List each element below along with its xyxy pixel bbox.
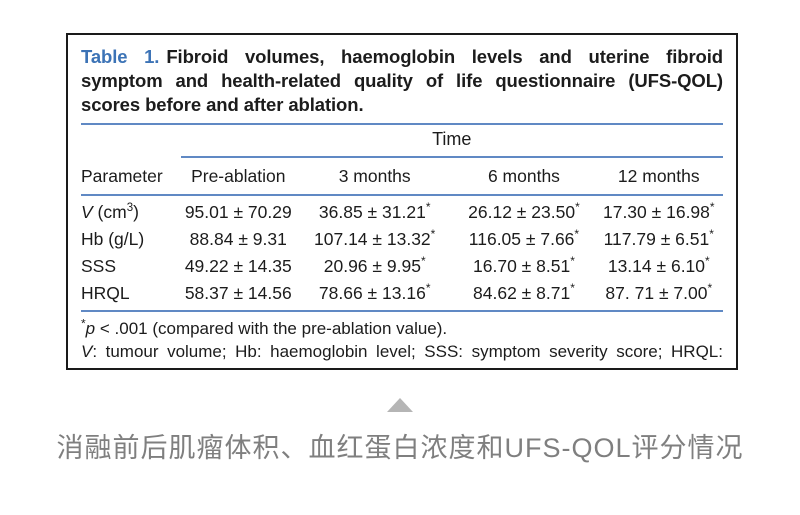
value-cell: 117.79 ± 6.51* xyxy=(603,227,714,249)
time-group-header: Time xyxy=(180,125,723,158)
footnote-abbreviations: V: tumour volume; Hb: haemoglobin level;… xyxy=(81,342,723,368)
value-cell: 17.30 ± 16.98* xyxy=(602,200,715,222)
value-cell: 36.85 ± 31.21* xyxy=(318,200,431,222)
value-cell: 87. 71 ± 7.00* xyxy=(594,280,723,312)
table-row-volume: V (cm3) 95.01 ± 70.29 36.85 ± 31.21* 26.… xyxy=(81,195,723,226)
table-footnotes: *p < .001 (compared with the pre-ablatio… xyxy=(81,316,723,368)
translated-caption: 消融前后肌瘤体积、血红蛋白浓度和UFS-QOL评分情况 xyxy=(56,433,744,463)
data-table: Time Parameter Pre-ablation 3 months 6 m… xyxy=(81,125,723,312)
value-cell: 116.05 ± 7.66* xyxy=(468,227,580,249)
table-title-text: Fibroid volumes, haemoglobin levels and … xyxy=(81,46,723,115)
divider-under-title xyxy=(81,123,723,125)
table-row-hrql: HRQL 58.37 ± 14.56 78.66 ± 13.16* 84.62 … xyxy=(81,280,723,312)
footnote-significance: *p < .001 (compared with the pre-ablatio… xyxy=(81,316,448,338)
column-header-row: Parameter Pre-ablation 3 months 6 months… xyxy=(81,157,723,196)
value-cell: 20.96 ± 9.95* xyxy=(323,254,426,276)
up-triangle-icon xyxy=(387,398,413,412)
column-header-6-months: 6 months xyxy=(453,157,595,196)
column-header-pre-ablation: Pre-ablation xyxy=(180,157,297,196)
table-row-sss: SSS 49.22 ± 14.35 20.96 ± 9.95* 16.70 ± … xyxy=(81,253,723,280)
value-cell: 16.70 ± 8.51* xyxy=(473,254,575,276)
value-cell: 95.01 ± 70.29 xyxy=(184,202,292,222)
value-cell: 107.14 ± 13.32* xyxy=(314,227,436,249)
value-cell: 88.84 ± 9.31 xyxy=(189,229,287,249)
value-cell: 13.14 ± 6.10* xyxy=(607,254,710,276)
value-cell: 26.12 ± 23.50* xyxy=(468,200,580,222)
empty-cell xyxy=(81,125,181,157)
column-header-12-months: 12 months xyxy=(594,157,723,196)
value-cell: 78.66 ± 13.16* xyxy=(296,280,454,312)
paper-table-figure: Table 1. Fibroid volumes, haemoglobin lev… xyxy=(66,33,738,370)
value-cell: 49.22 ± 14.35 xyxy=(184,256,292,276)
table-title: Table 1. Fibroid volumes, haemoglobin lev… xyxy=(81,45,723,117)
time-spanner-row: Time xyxy=(81,125,723,158)
parameter-cell: HRQL xyxy=(81,280,181,312)
value-cell: 84.62 ± 8.71* xyxy=(453,280,595,312)
column-header-parameter: Parameter xyxy=(81,157,181,196)
parameter-cell: V (cm3) xyxy=(81,202,139,222)
parameter-cell: Hb (g/L) xyxy=(81,229,145,249)
parameter-cell: SSS xyxy=(81,256,117,276)
table-number-label: Table 1. xyxy=(81,46,160,67)
value-cell: 58.37 ± 14.56 xyxy=(180,280,297,312)
table-row-haemoglobin: Hb (g/L) 88.84 ± 9.31 107.14 ± 13.32* 11… xyxy=(81,226,723,253)
column-header-3-months: 3 months xyxy=(296,157,454,196)
